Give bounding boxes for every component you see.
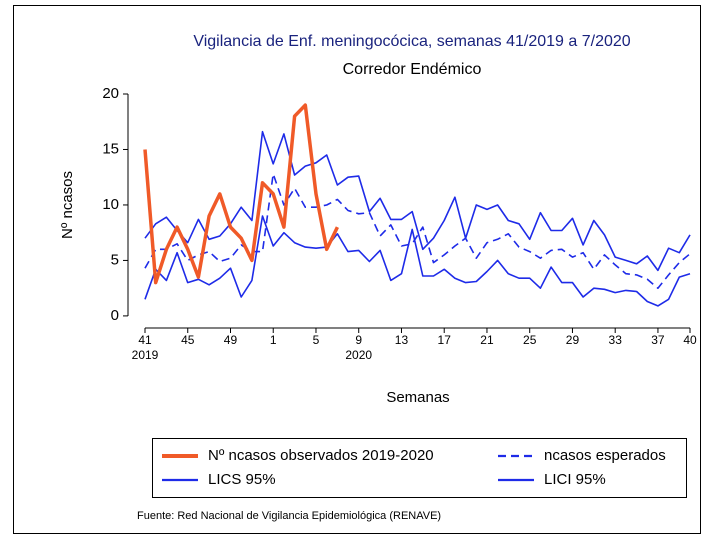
series-line	[144, 215, 691, 307]
x-tick-label: 29	[566, 333, 580, 347]
legend-label: LICI 95%	[544, 471, 606, 488]
y-tick-label: 5	[111, 251, 119, 268]
x-axis-title: Semanas	[386, 389, 449, 406]
x-tick-label: 17	[438, 333, 452, 347]
x-tick-label: 1	[270, 333, 277, 347]
x-tick-label: 49	[224, 333, 238, 347]
y-tick-label: 15	[102, 140, 119, 157]
x-tick-label: 21	[480, 333, 494, 347]
y-tick-label: 0	[111, 307, 119, 324]
x-tick-label: 33	[609, 333, 623, 347]
chart-title: Vigilancia de Enf. meningocócica, semana…	[193, 33, 630, 50]
x-group-label: 2019	[132, 348, 159, 362]
y-tick-label: 20	[102, 85, 119, 102]
series-line	[143, 103, 339, 285]
legend-box	[152, 438, 687, 498]
legend-label: Nº ncasos observados 2019-2020	[208, 447, 434, 464]
x-tick-label: 25	[523, 333, 537, 347]
legend-label: LICS 95%	[208, 471, 276, 488]
x-tick-label: 5	[313, 333, 320, 347]
x-tick-label: 45	[181, 333, 195, 347]
source-note: Fuente: Red Nacional de Vigilancia Epide…	[137, 510, 441, 522]
x-tick-label: 13	[395, 333, 409, 347]
x-tick-label: 9	[355, 333, 362, 347]
x-tick-label: 40	[683, 333, 697, 347]
series-line	[144, 173, 691, 289]
y-tick-label: 10	[102, 196, 119, 213]
x-tick-label: 37	[651, 333, 665, 347]
x-group-label: 2020	[345, 348, 372, 362]
series-line	[144, 130, 691, 272]
legend-label: ncasos esperados	[544, 447, 666, 464]
chart-subtitle: Corredor Endémico	[343, 61, 482, 78]
x-tick-label: 41	[138, 333, 152, 347]
y-axis-title: Nº ncasos	[59, 171, 76, 239]
